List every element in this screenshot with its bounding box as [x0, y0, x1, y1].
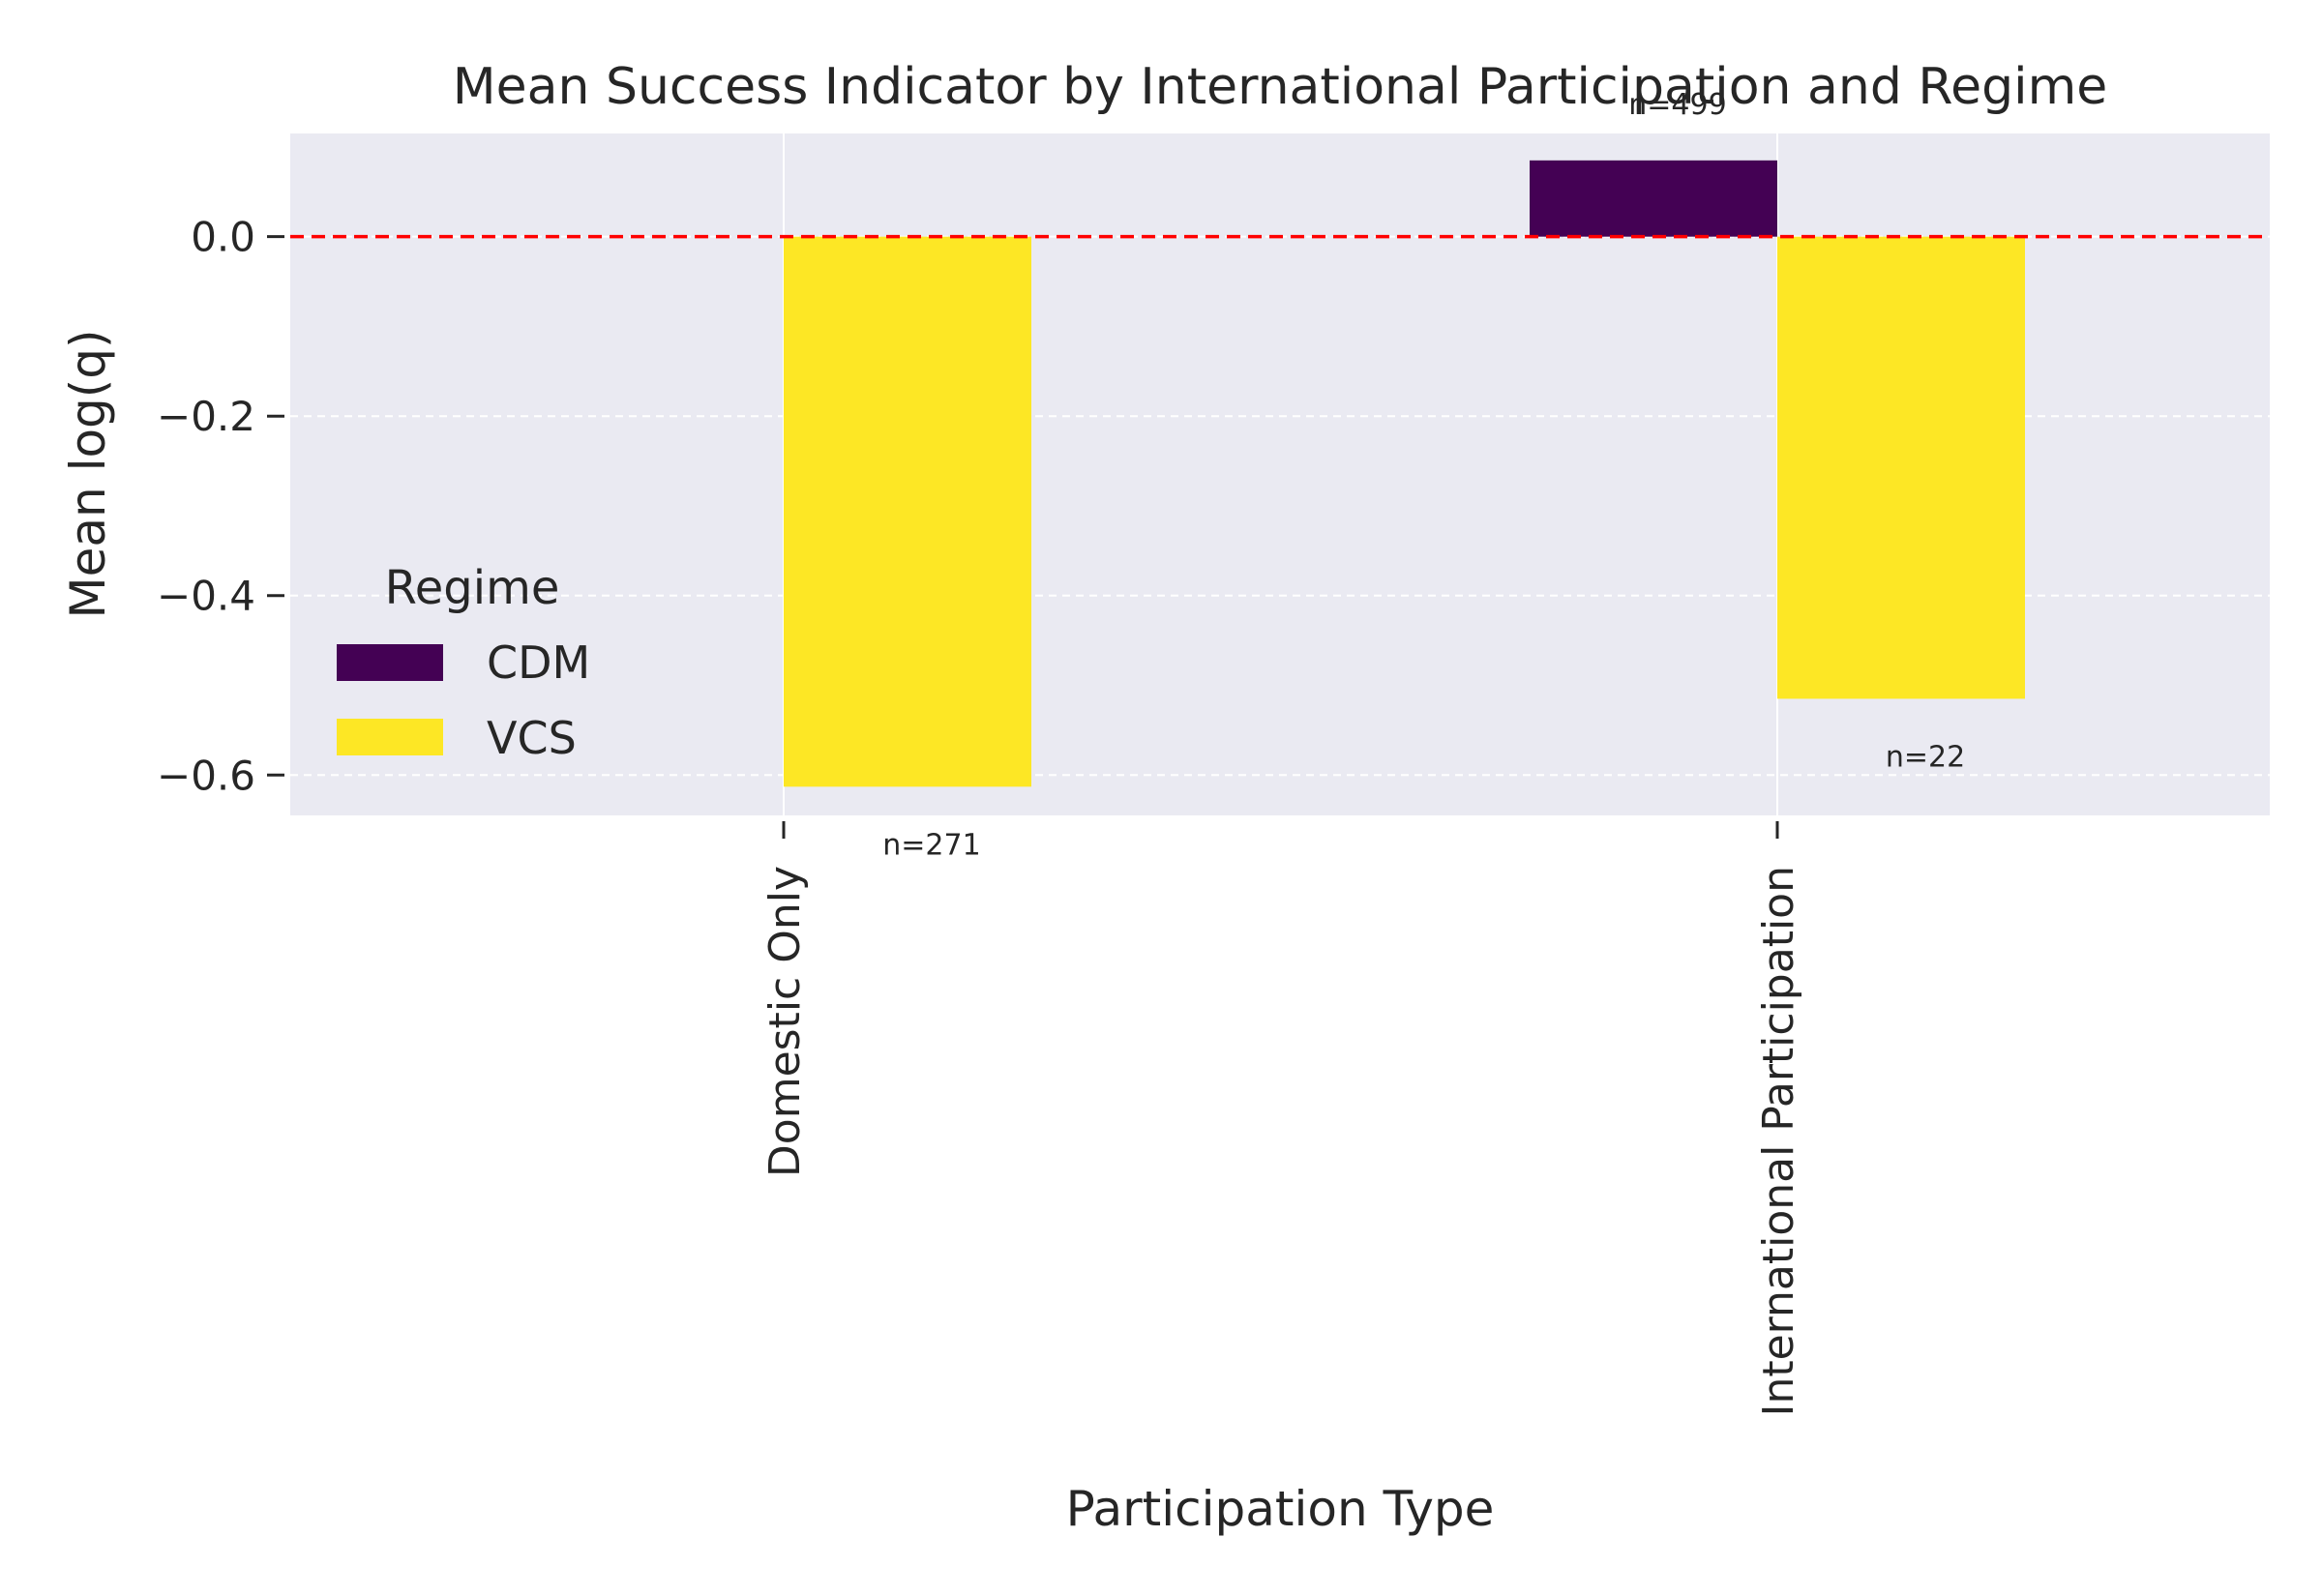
bar-vcs-international-participation: [1777, 236, 2025, 699]
y-axis-label: Mean log(q): [60, 329, 116, 618]
annotation-cdm-international-participation: n=499: [1628, 88, 1726, 122]
y-tick-label-3: −0.6: [157, 752, 255, 799]
axis-ticks: 0.0 −0.2 −0.4 −0.6 Domestic Only Internationa…: [157, 214, 1803, 1417]
legend-swatch-cdm: [337, 644, 443, 681]
y-tick-label-1: −0.2: [157, 393, 255, 440]
annotation-vcs-domestic-only: n=271: [882, 828, 980, 862]
legend: Regime CDM VCS: [337, 561, 590, 764]
legend-swatch-vcs: [337, 719, 443, 755]
bars: [784, 160, 2025, 787]
bar-cdm-international-participation: [1530, 160, 1777, 237]
legend-label-cdm: CDM: [487, 636, 590, 689]
bar-vcs-domestic-only: [784, 236, 1031, 787]
legend-label-vcs: VCS: [487, 712, 577, 764]
chart-title: Mean Success Indicator by International …: [453, 58, 2108, 116]
annotation-vcs-international-participation: n=22: [1886, 740, 1965, 774]
legend-title: Regime: [385, 561, 560, 615]
y-tick-label-2: −0.4: [157, 573, 255, 620]
x-tick-label-domestic-only: Domestic Only: [760, 866, 810, 1177]
x-tick-label-international-participation: International Participation: [1754, 866, 1803, 1417]
bar-annotations: n=499 n=271 n=22: [882, 88, 1965, 862]
x-axis-label: Participation Type: [1066, 1481, 1495, 1537]
y-tick-label-0: 0.0: [191, 214, 255, 261]
